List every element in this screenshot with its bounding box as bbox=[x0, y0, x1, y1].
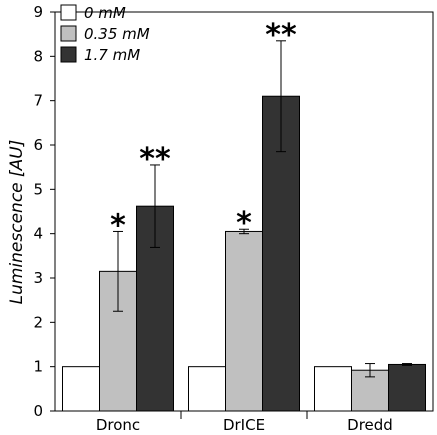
y-axis-label: Luminescence [AU] bbox=[7, 140, 27, 305]
y-tick-label: 2 bbox=[33, 313, 43, 331]
legend-label: 0 mM bbox=[84, 4, 126, 22]
y-tick-label: 4 bbox=[33, 225, 43, 243]
y-tick-label: 9 bbox=[33, 3, 43, 21]
y-tick-label: 7 bbox=[33, 92, 43, 110]
significance-marker: ** bbox=[265, 18, 297, 53]
bar bbox=[225, 230, 263, 412]
bar bbox=[188, 366, 226, 412]
legend-label: 1.7 mM bbox=[84, 46, 140, 64]
legend-swatch bbox=[60, 25, 77, 42]
y-tick-label: 1 bbox=[33, 358, 43, 376]
bar bbox=[388, 363, 426, 412]
legend-swatch bbox=[60, 4, 77, 21]
y-tick-label: 8 bbox=[33, 47, 43, 65]
significance-marker: * bbox=[236, 206, 252, 241]
y-tick-label: 0 bbox=[33, 402, 43, 420]
x-category-label: Dronc bbox=[96, 416, 140, 434]
significance-marker: * bbox=[110, 208, 126, 243]
x-category-label: Dredd bbox=[347, 416, 393, 434]
bar bbox=[314, 366, 352, 412]
y-tick-label: 6 bbox=[33, 136, 43, 154]
bar bbox=[62, 366, 100, 412]
significance-marker: ** bbox=[139, 142, 171, 177]
legend-swatch bbox=[60, 46, 77, 63]
y-tick-label: 3 bbox=[33, 269, 43, 287]
legend-label: 0.35 mM bbox=[84, 25, 150, 43]
x-category-label: DrICE bbox=[223, 416, 265, 434]
y-tick-label: 5 bbox=[33, 180, 43, 198]
legend: 0 mM 0.35 mM 1.7 mM bbox=[60, 4, 150, 64]
